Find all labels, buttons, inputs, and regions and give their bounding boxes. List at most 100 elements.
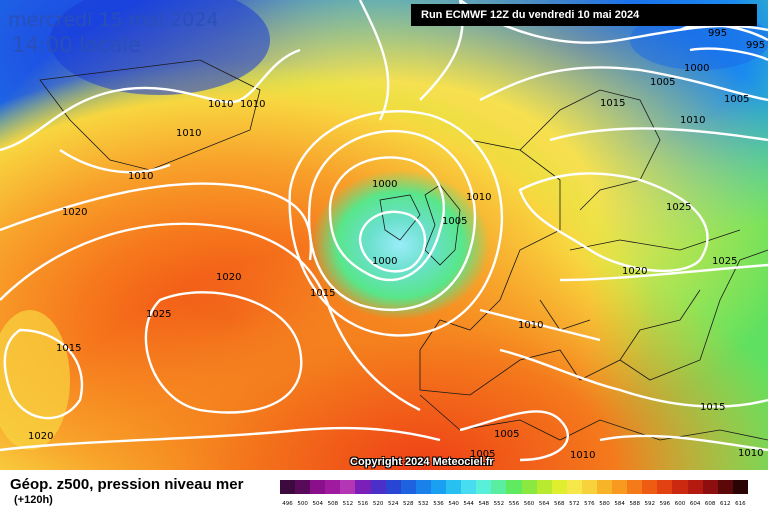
scale-tick-label: 592 (644, 501, 656, 507)
scale-tick-label: 520 (372, 501, 384, 507)
run-info: Run ECMWF 12Z du vendredi 10 mai 2024 (411, 4, 757, 26)
scale-tick-label: 568 (553, 501, 565, 507)
scale-tick-label: 516 (357, 501, 369, 507)
scale-tick-label: 556 (508, 501, 520, 507)
scale-tick-label: 560 (523, 501, 535, 507)
isobar-label: 995 (708, 28, 727, 39)
isobar-label: 1015 (56, 343, 81, 354)
color-swatch (717, 480, 733, 494)
copyright: Copyright 2024 Meteociel.fr (350, 456, 494, 468)
color-swatch (491, 480, 507, 494)
color-swatch (672, 480, 688, 494)
scale-tick-label: 532 (418, 501, 429, 507)
isobar-1000 (328, 156, 445, 282)
isobar-label: 1020 (622, 266, 647, 277)
forecast-date: mercredi 15 mai 2024 (8, 9, 219, 31)
isobar-label: 1010 (208, 99, 233, 110)
scale-tick-label: 600 (674, 501, 686, 507)
isobar-label: 1000 (372, 179, 397, 190)
color-swatch (506, 480, 522, 494)
isobar-1020 (0, 182, 313, 261)
isobar-label: 1010 (466, 192, 491, 203)
color-swatch (732, 480, 748, 494)
color-swatch (325, 480, 341, 494)
color-swatch (612, 480, 628, 494)
color-swatch (687, 480, 703, 494)
lead-time: (+120h) (14, 494, 53, 506)
legend-title: Géop. z500, pression niveau mer (10, 476, 244, 493)
isobar-label: 1015 (600, 98, 625, 109)
forecast-time: 14:00 locale (12, 33, 142, 57)
isobar-1005 (307, 129, 477, 312)
isobar-label: 1020 (28, 431, 53, 442)
scale-tick-label: 536 (433, 501, 444, 507)
color-swatch (461, 480, 477, 494)
isobar-label: 1010 (128, 171, 153, 182)
isobar-1010 (288, 110, 504, 337)
legend-bar: Géop. z500, pression niveau mer (+120h) … (0, 470, 768, 512)
isobar-label: 1015 (700, 402, 725, 413)
scale-tick-label: 616 (735, 501, 746, 507)
isobar-label: 995 (746, 40, 765, 51)
isobar-label: 1005 (442, 216, 467, 227)
isobar-1025 (144, 291, 303, 414)
scale-tick-label: 608 (704, 501, 716, 507)
color-swatch (446, 480, 462, 494)
isobar-1000-inner (358, 210, 427, 273)
color-swatch (340, 480, 356, 494)
scale-tick-label: 588 (629, 501, 640, 507)
isobar-label: 1005 (494, 429, 519, 440)
color-swatch (430, 480, 447, 494)
scale-tick-label: 584 (614, 501, 625, 507)
isobar-label: 1010 (518, 320, 543, 331)
scale-tick-label: 576 (584, 501, 595, 507)
scale-tick-label: 544 (463, 501, 474, 507)
color-swatch (627, 480, 643, 494)
color-swatch (280, 480, 296, 494)
scale-tick-label: 504 (312, 501, 323, 507)
isobar-label: 1010 (240, 99, 265, 110)
isobar-label: 1000 (684, 63, 709, 74)
scale-tick-label: 604 (689, 501, 701, 507)
isobar-label: 1015 (310, 288, 335, 299)
isobar-label: 1025 (146, 309, 171, 320)
color-swatch (400, 480, 416, 494)
scale-tick-label: 580 (599, 501, 610, 507)
scale-tick-label: 572 (569, 501, 580, 507)
isobar-label: 1005 (650, 77, 675, 88)
isobar-label: 1025 (666, 202, 691, 213)
color-swatch (657, 480, 673, 494)
scale-tick-label: 596 (659, 501, 671, 507)
color-swatch (536, 480, 552, 494)
isobar-1015-west (3, 328, 84, 420)
scale-tick-label: 564 (538, 501, 550, 507)
color-swatch (581, 480, 597, 494)
coastlines (39, 59, 768, 441)
scale-tick-label: 528 (403, 501, 414, 507)
color-swatch (702, 480, 718, 494)
color-swatch (310, 480, 326, 494)
isobar-label: 1010 (570, 450, 595, 461)
color-swatch (642, 480, 658, 494)
isobar-label: 1025 (712, 256, 737, 267)
scale-tick-label: 508 (327, 501, 339, 507)
isobar-label: 1020 (62, 207, 87, 218)
color-swatch (521, 480, 537, 494)
scale-tick-label: 512 (342, 501, 354, 507)
color-swatch (295, 480, 311, 494)
scale-tick-label: 552 (493, 501, 505, 507)
color-scale (280, 480, 748, 494)
isobar-labels: 995 995 1000 1005 1005 1010 1010 1010 10… (28, 28, 765, 461)
isobar-label: 1010 (738, 448, 763, 459)
isobar-label: 1010 (680, 115, 705, 126)
isobar-label: 1000 (372, 256, 397, 267)
scale-tick-label: 500 (297, 501, 308, 507)
isobar-label: 1005 (724, 94, 749, 105)
scale-tick-label: 548 (478, 501, 490, 507)
isobar-label: 1005 (470, 449, 495, 460)
color-swatch (415, 480, 431, 494)
scale-tick-label: 612 (720, 501, 731, 507)
isobar-1015 (0, 222, 421, 412)
color-swatch (370, 480, 386, 494)
isobar-label: 1010 (176, 128, 201, 139)
